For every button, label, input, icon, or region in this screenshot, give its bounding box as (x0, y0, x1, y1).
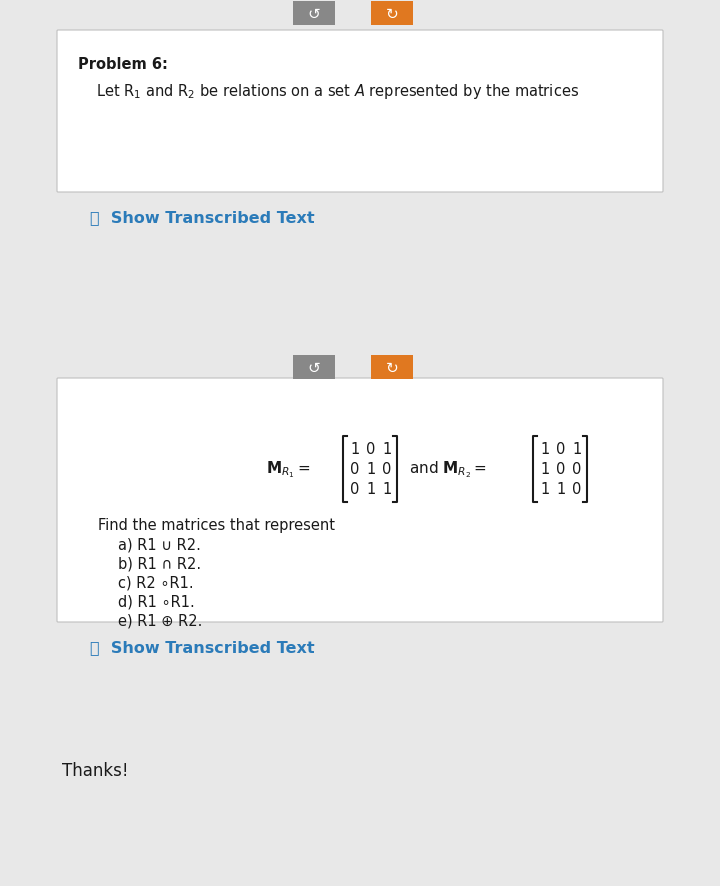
Text: 1: 1 (557, 482, 566, 497)
Text: 0: 0 (351, 482, 360, 497)
Text: d) R1 ∘R1.: d) R1 ∘R1. (118, 595, 194, 610)
Text: ↺: ↺ (307, 6, 320, 21)
Text: b) R1 ∩ R2.: b) R1 ∩ R2. (118, 556, 201, 571)
Text: 0: 0 (572, 462, 582, 477)
Text: 1: 1 (541, 482, 549, 497)
Text: e) R1 ⊕ R2.: e) R1 ⊕ R2. (118, 613, 202, 628)
Text: 0: 0 (557, 462, 566, 477)
Text: 0: 0 (382, 462, 392, 477)
Bar (371, 355, 413, 379)
Text: 1: 1 (382, 482, 392, 497)
Bar (371, 2, 413, 26)
Text: c) R2 ∘R1.: c) R2 ∘R1. (118, 575, 194, 590)
Text: ↻: ↻ (386, 360, 398, 375)
Text: ↺: ↺ (307, 360, 320, 375)
Text: 1: 1 (366, 462, 376, 477)
Text: $\mathbf{M}_{R_1}=$: $\mathbf{M}_{R_1}=$ (266, 459, 310, 479)
Text: ⓘ  Show Transcribed Text: ⓘ Show Transcribed Text (90, 640, 315, 654)
Text: 1: 1 (541, 442, 549, 457)
Text: 0: 0 (557, 442, 566, 457)
Bar (293, 355, 335, 379)
FancyBboxPatch shape (57, 378, 663, 622)
Text: Thanks!: Thanks! (62, 761, 128, 779)
Text: Problem 6:: Problem 6: (78, 57, 168, 72)
Text: ⓘ  Show Transcribed Text: ⓘ Show Transcribed Text (90, 210, 315, 225)
Text: 0: 0 (572, 482, 582, 497)
Text: and $\mathbf{M}_{R_2}=$: and $\mathbf{M}_{R_2}=$ (409, 459, 487, 479)
Text: Let R$_1$ and R$_2$ be relations on a set $\mathit{A}$ represented by the matric: Let R$_1$ and R$_2$ be relations on a se… (96, 82, 579, 101)
Text: 1: 1 (541, 462, 549, 477)
FancyBboxPatch shape (57, 31, 663, 193)
Text: 1: 1 (572, 442, 582, 457)
Text: Find the matrices that represent: Find the matrices that represent (98, 517, 335, 532)
Text: 1: 1 (366, 482, 376, 497)
Text: 0: 0 (366, 442, 376, 457)
Bar (293, 2, 335, 26)
Text: ↻: ↻ (386, 6, 398, 21)
Text: 1: 1 (382, 442, 392, 457)
Text: a) R1 ∪ R2.: a) R1 ∪ R2. (118, 538, 201, 552)
Text: 1: 1 (351, 442, 359, 457)
Text: 0: 0 (351, 462, 360, 477)
